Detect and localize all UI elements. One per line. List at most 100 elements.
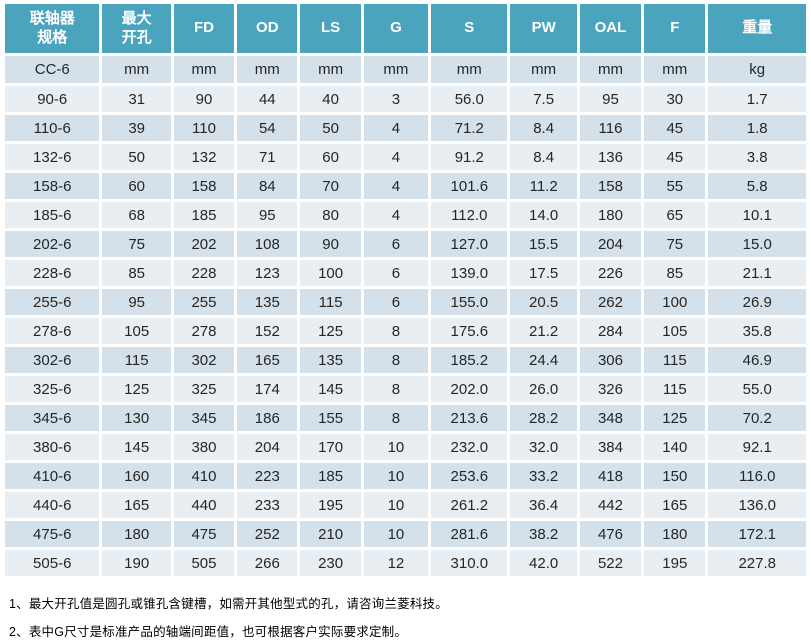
units-row: CC-6 mm mm mm mm mm mm mm mm mm kg xyxy=(5,56,806,83)
table-cell: 172.1 xyxy=(708,521,806,547)
column-header-oal: OAL xyxy=(579,4,642,53)
table-cell: 158-6 xyxy=(5,173,100,199)
table-cell: 31 xyxy=(102,86,171,112)
table-row: 110-6 39 110 54 50 4 71.2 8.4 116 45 1.8 xyxy=(5,115,806,141)
table-cell: 302-6 xyxy=(5,347,100,373)
table-cell: 30 xyxy=(644,86,706,112)
table-cell: 80 xyxy=(300,202,361,228)
table-cell: 345-6 xyxy=(5,405,100,431)
table-cell: 115 xyxy=(102,347,171,373)
table-cell: 84 xyxy=(237,173,298,199)
table-cell: 21.2 xyxy=(510,318,577,344)
table-cell: 45 xyxy=(644,115,706,141)
table-row: 185-6 68 185 95 80 4 112.0 14.0 180 65 10.1 xyxy=(5,202,806,228)
table-cell: 476 xyxy=(579,521,642,547)
table-cell: 185 xyxy=(173,202,235,228)
table-cell: 60 xyxy=(102,173,171,199)
footnotes: 1、最大开孔值是圆孔或锥孔含键槽，如需开其他型式的孔，请咨询兰菱科技。 2、表中… xyxy=(2,593,809,640)
table-cell: 70.2 xyxy=(708,405,806,431)
table-cell: 36.4 xyxy=(510,492,577,518)
table-cell: 255 xyxy=(173,289,235,315)
table-cell: 1.8 xyxy=(708,115,806,141)
table-cell: 185-6 xyxy=(5,202,100,228)
table-cell: 95 xyxy=(579,86,642,112)
table-cell: 100 xyxy=(300,260,361,286)
table-cell: 174 xyxy=(237,376,298,402)
table-cell: 442 xyxy=(579,492,642,518)
table-cell: 85 xyxy=(644,260,706,286)
table-cell: 8 xyxy=(363,405,429,431)
table-cell: 110 xyxy=(173,115,235,141)
table-cell: 105 xyxy=(102,318,171,344)
table-cell: 232.0 xyxy=(431,434,508,460)
table-cell: 135 xyxy=(300,347,361,373)
table-cell: 110-6 xyxy=(5,115,100,141)
table-cell: 3 xyxy=(363,86,429,112)
table-cell: 284 xyxy=(579,318,642,344)
table-cell: 180 xyxy=(579,202,642,228)
table-cell: 54 xyxy=(237,115,298,141)
table-cell: 202 xyxy=(173,231,235,257)
table-cell: 3.8 xyxy=(708,144,806,170)
table-cell: 190 xyxy=(102,550,171,576)
table-cell: 35.8 xyxy=(708,318,806,344)
table-cell: 42.0 xyxy=(510,550,577,576)
table-cell: 152 xyxy=(237,318,298,344)
table-cell: 10 xyxy=(363,463,429,489)
table-cell: 505 xyxy=(173,550,235,576)
table-cell: 15.0 xyxy=(708,231,806,257)
table-cell: 195 xyxy=(300,492,361,518)
table-cell: mm xyxy=(102,56,171,83)
table-cell: 32.0 xyxy=(510,434,577,460)
table-cell: 204 xyxy=(579,231,642,257)
table-cell: 46.9 xyxy=(708,347,806,373)
table-cell: mm xyxy=(431,56,508,83)
table-cell: 71 xyxy=(237,144,298,170)
table-cell: 170 xyxy=(300,434,361,460)
table-cell: 228 xyxy=(173,260,235,286)
table-row: 345-6 130 345 186 155 8 213.6 28.2 348 125 70.2 xyxy=(5,405,806,431)
table-cell: 75 xyxy=(102,231,171,257)
table-row: 302-6 115 302 165 135 8 185.2 24.4 306 115 46.9 xyxy=(5,347,806,373)
table-cell: mm xyxy=(173,56,235,83)
table-cell: 21.1 xyxy=(708,260,806,286)
table-cell: 227.8 xyxy=(708,550,806,576)
table-cell: 410-6 xyxy=(5,463,100,489)
table-cell: 522 xyxy=(579,550,642,576)
table-cell: 1.7 xyxy=(708,86,806,112)
table-cell: 130 xyxy=(102,405,171,431)
table-cell: 132-6 xyxy=(5,144,100,170)
column-header-g: G xyxy=(363,4,429,53)
table-cell: 115 xyxy=(644,376,706,402)
table-row: 228-6 85 228 123 100 6 139.0 17.5 226 85 21.1 xyxy=(5,260,806,286)
table-cell: 26.9 xyxy=(708,289,806,315)
table-cell: kg xyxy=(708,56,806,83)
table-cell: 5.8 xyxy=(708,173,806,199)
table-cell: 180 xyxy=(644,521,706,547)
table-cell: 12 xyxy=(363,550,429,576)
table-cell: 116.0 xyxy=(708,463,806,489)
table-cell: 233 xyxy=(237,492,298,518)
table-cell: 261.2 xyxy=(431,492,508,518)
table-cell: 281.6 xyxy=(431,521,508,547)
table-cell: 410 xyxy=(173,463,235,489)
table-cell: 90-6 xyxy=(5,86,100,112)
table-cell: 185.2 xyxy=(431,347,508,373)
table-cell: 65 xyxy=(644,202,706,228)
table-cell: 24.4 xyxy=(510,347,577,373)
table-cell: 140 xyxy=(644,434,706,460)
table-cell: 127.0 xyxy=(431,231,508,257)
table-cell: 310.0 xyxy=(431,550,508,576)
table-row: 255-6 95 255 135 115 6 155.0 20.5 262 100 26.9 xyxy=(5,289,806,315)
table-cell: 266 xyxy=(237,550,298,576)
column-header-spec: 联轴器 规格 xyxy=(5,4,100,53)
table-cell: 90 xyxy=(173,86,235,112)
table-row: 278-6 105 278 152 125 8 175.6 21.2 284 105 35.8 xyxy=(5,318,806,344)
table-cell: 55 xyxy=(644,173,706,199)
table-row: 440-6 165 440 233 195 10 261.2 36.4 442 165 136.0 xyxy=(5,492,806,518)
table-cell: 7.5 xyxy=(510,86,577,112)
table-cell: 125 xyxy=(300,318,361,344)
table-cell: 20.5 xyxy=(510,289,577,315)
table-cell: 4 xyxy=(363,173,429,199)
table-cell: 278-6 xyxy=(5,318,100,344)
